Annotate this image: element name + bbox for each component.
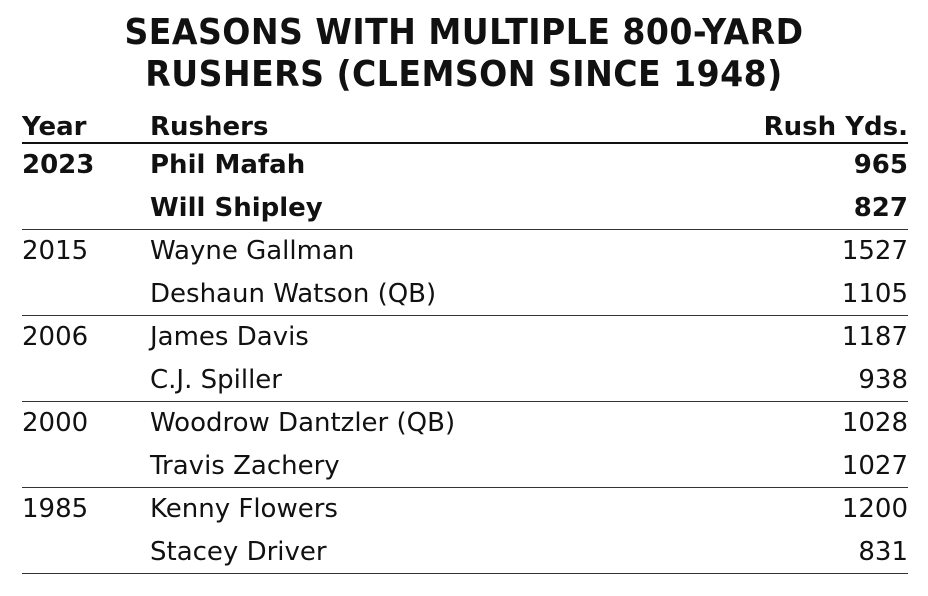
header-row: Year Rushers Rush Yds.: [22, 110, 908, 144]
empty-cell: [22, 531, 150, 574]
title-line: SEASONS WITH MULTIPLE 800-YARD: [124, 12, 804, 53]
rusher-row: C.J. Spiller 938: [22, 359, 908, 402]
rusher-name: Deshaun Watson (QB): [150, 278, 437, 309]
rusher-row: 1985 Kenny Flowers 1200: [22, 488, 908, 531]
rusher-name: C.J. Spiller: [150, 364, 282, 395]
rusher-row: Stacey Driver 831: [22, 531, 908, 574]
rusher-name: Kenny Flowers: [150, 494, 338, 525]
rusher-name: James Davis: [150, 322, 309, 353]
season-group: 2006 James Davis 1187 C.J. Spiller 938: [22, 316, 908, 402]
year-cell: 2015: [22, 236, 89, 267]
rush-yards: 831: [858, 536, 908, 567]
title: SEASONS WITH MULTIPLE 800-YARD RUSHERS (…: [37, 0, 891, 96]
rushers-table: Year Rushers Rush Yds. 2023 Phil Mafah 965…: [22, 110, 908, 574]
rusher-row: 2006 James Davis 1187: [22, 316, 908, 359]
rusher-row: 2000 Woodrow Dantzler (QB) 1028: [22, 402, 908, 445]
rusher-name: Phil Mafah: [150, 150, 306, 181]
rusher-row: Travis Zachery 1027: [22, 445, 908, 488]
year-cell: 2000: [22, 408, 89, 439]
season-group: 2023 Phil Mafah 965 Will Shipley 827: [22, 143, 908, 230]
rush-yards: 1028: [841, 408, 908, 439]
rusher-row: Deshaun Watson (QB) 1105: [22, 273, 908, 316]
rusher-row: Will Shipley 827: [22, 187, 908, 230]
season-group: 2015 Wayne Gallman 1527 Deshaun Watson (QB)…: [22, 230, 908, 316]
header-cell: Rushers: [150, 110, 665, 144]
rush-yards: 1200: [841, 494, 908, 525]
year-cell: 2023: [22, 150, 95, 181]
rusher-row: 2015 Wayne Gallman 1527: [22, 230, 908, 273]
header-cell: Rush Yds.: [664, 110, 908, 144]
rusher-name: Wayne Gallman: [150, 236, 355, 267]
year-cell: 2006: [22, 322, 89, 353]
rusher-name: Stacey Driver: [150, 536, 327, 567]
rush-yards: 1527: [841, 236, 908, 267]
rusher-name: Will Shipley: [150, 192, 323, 223]
rush-yards: 938: [858, 364, 908, 395]
rush-yards: 1187: [841, 322, 908, 353]
rush-yards: 827: [853, 192, 908, 223]
empty-cell: [22, 187, 150, 230]
rusher-name: Woodrow Dantzler (QB): [150, 408, 456, 439]
title-line: RUSHERS (CLEMSON SINCE 1948): [145, 54, 783, 95]
rush-yards: 1105: [841, 278, 908, 309]
year-cell: 1985: [22, 494, 89, 525]
empty-cell: [22, 273, 150, 316]
empty-cell: [22, 359, 150, 402]
rush-yards: 965: [853, 150, 908, 181]
table-header: Year Rushers Rush Yds.: [22, 110, 908, 144]
rush-yards: 1027: [841, 450, 908, 481]
empty-cell: [22, 445, 150, 488]
season-group: 1985 Kenny Flowers 1200 Stacey Driver 831: [22, 488, 908, 574]
season-group: 2000 Woodrow Dantzler (QB) 1028 Travis Zach…: [22, 402, 908, 488]
header-cell: Year: [22, 110, 150, 144]
rusher-name: Travis Zachery: [150, 450, 340, 481]
rusher-row: 2023 Phil Mafah 965: [22, 143, 908, 187]
